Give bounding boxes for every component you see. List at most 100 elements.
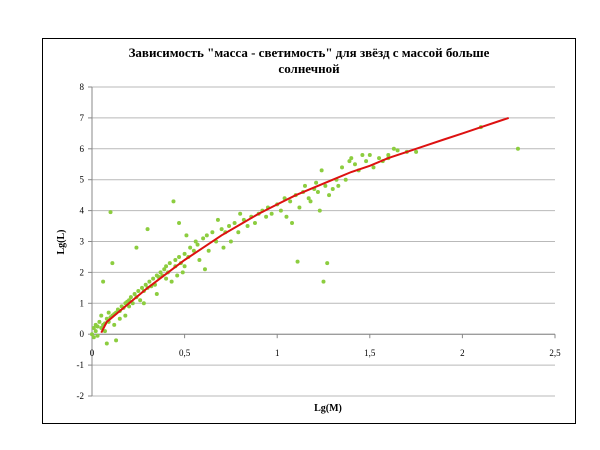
data-point — [136, 288, 141, 293]
grid-layer — [92, 86, 555, 397]
data-point — [91, 335, 96, 340]
y-tick-label: 7 — [80, 113, 85, 123]
points-layer — [90, 125, 520, 346]
data-point — [515, 146, 520, 151]
data-point — [349, 156, 354, 161]
data-point — [327, 193, 332, 198]
y-tick-label: -2 — [77, 391, 85, 401]
data-point — [264, 214, 269, 219]
y-tick-label: 2 — [80, 267, 85, 277]
data-point — [219, 227, 224, 232]
data-point — [191, 248, 196, 253]
y-tick-label: 5 — [80, 175, 85, 185]
data-point — [325, 261, 330, 266]
data-point — [182, 264, 187, 269]
data-point — [140, 285, 145, 290]
data-point — [302, 183, 307, 188]
y-tick-label: 4 — [80, 206, 85, 216]
data-point — [162, 267, 167, 272]
x-tick-label: 2,5 — [549, 348, 561, 358]
data-point — [245, 224, 250, 229]
data-point — [252, 220, 257, 225]
data-point — [269, 211, 274, 216]
data-point — [102, 329, 107, 334]
data-point — [197, 258, 202, 263]
data-point — [164, 264, 169, 269]
data-point — [154, 292, 159, 297]
data-point — [106, 310, 111, 315]
data-point — [343, 177, 348, 182]
chart-frame — [42, 38, 576, 424]
data-point — [360, 152, 365, 157]
data-point — [414, 149, 419, 154]
data-point — [169, 279, 174, 284]
data-point — [177, 220, 182, 225]
data-point — [238, 211, 243, 216]
data-point — [295, 259, 300, 264]
data-point — [90, 332, 94, 337]
data-point — [138, 298, 143, 303]
data-point — [386, 152, 391, 157]
data-point — [132, 292, 137, 297]
data-point — [167, 261, 172, 266]
x-tick-label: 0 — [90, 348, 95, 358]
data-point — [204, 233, 209, 238]
data-point — [321, 279, 326, 284]
data-point — [95, 333, 100, 338]
x-tick-label: 0,5 — [179, 348, 191, 358]
data-point — [284, 214, 289, 219]
chart-title-line-2: солнечной — [278, 61, 340, 76]
data-point — [123, 313, 128, 318]
data-point — [290, 220, 295, 225]
data-point — [101, 279, 106, 284]
data-point — [377, 156, 382, 161]
data-point — [352, 162, 357, 167]
data-point — [99, 313, 104, 318]
data-point — [319, 168, 324, 173]
data-point — [182, 251, 187, 256]
data-point — [175, 273, 180, 278]
data-point — [195, 242, 200, 247]
y-tick-label: 3 — [80, 237, 85, 247]
data-point — [232, 220, 237, 225]
data-point — [221, 245, 226, 250]
data-point — [104, 341, 109, 346]
data-point — [151, 276, 156, 281]
fit-curve — [100, 116, 510, 334]
data-point — [308, 199, 313, 204]
data-point — [306, 196, 311, 201]
y-axis-label: Lg(L) — [56, 230, 67, 255]
data-point — [367, 152, 372, 157]
x-axis-label: Lg(M) — [314, 403, 342, 414]
data-point — [330, 186, 335, 191]
x-tick-label: 2 — [460, 348, 465, 358]
data-point — [145, 227, 150, 232]
data-point — [180, 270, 185, 275]
data-point — [215, 217, 220, 222]
data-point — [193, 239, 198, 244]
data-point — [134, 245, 139, 250]
data-point — [201, 236, 206, 241]
data-point — [93, 329, 98, 334]
y-tick-label: 0 — [80, 329, 85, 339]
x-tick-label: 1 — [275, 348, 280, 358]
data-point — [173, 258, 178, 263]
data-point — [91, 326, 96, 331]
data-point — [184, 233, 189, 238]
data-point — [164, 276, 169, 281]
data-point — [128, 295, 133, 300]
data-point — [278, 208, 283, 213]
curve-layer — [100, 116, 510, 334]
data-point — [97, 319, 102, 324]
data-point — [143, 282, 148, 287]
data-point — [141, 301, 146, 306]
data-point — [288, 199, 293, 204]
data-point — [158, 270, 163, 275]
data-point — [364, 159, 369, 164]
data-point — [297, 205, 302, 210]
x-tick-label: 1,5 — [364, 348, 376, 358]
chart-title-line-1: Зависимость "масса - светимость" для звё… — [128, 45, 490, 60]
data-point — [347, 159, 352, 164]
data-point — [315, 190, 320, 195]
